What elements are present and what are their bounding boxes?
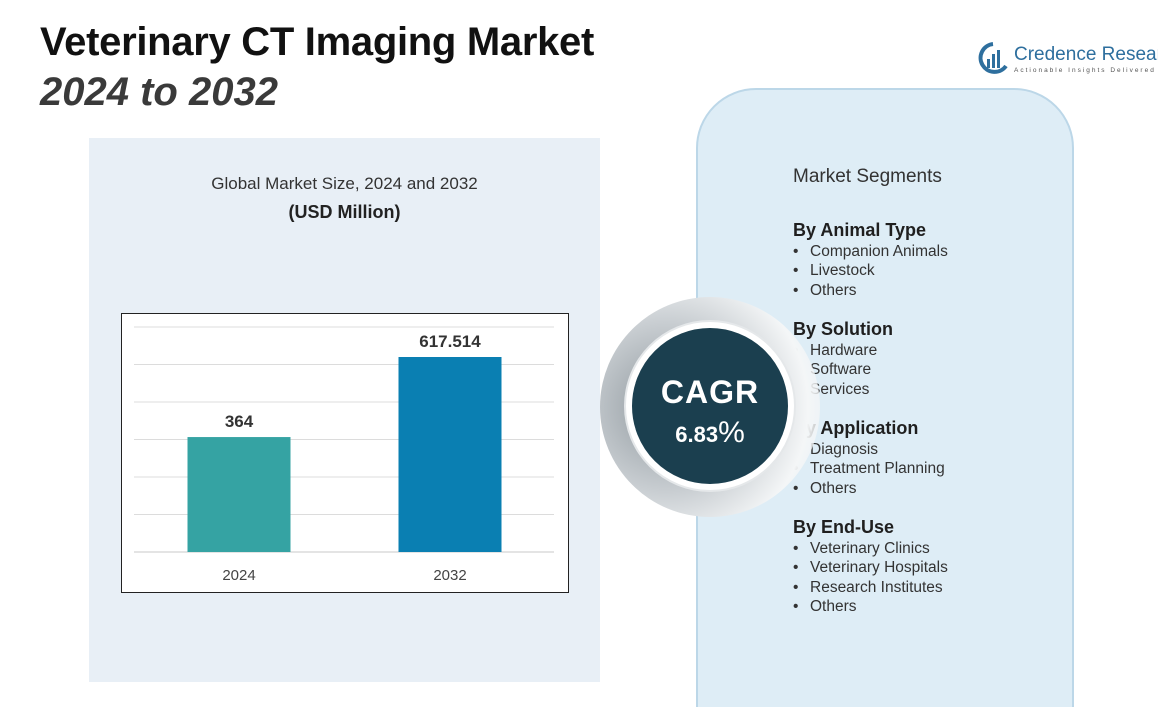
- segment-item: • Veterinary Hospitals: [793, 559, 948, 577]
- bar-chart: 364 2024 617.514 2032: [121, 313, 569, 593]
- cagr-value: 6.83%: [632, 416, 788, 450]
- cagr-value-suffix: %: [718, 416, 745, 449]
- page-title: Veterinary CT Imaging Market: [40, 20, 595, 64]
- logo-tagline: Actionable Insights Delivered: [1014, 67, 1156, 74]
- bar-2024: [187, 437, 291, 552]
- segment-item: •Treatment Planning: [793, 460, 945, 478]
- cagr-badge: CAGR 6.83%: [626, 322, 794, 490]
- cagr-value-number: 6.83: [675, 422, 719, 447]
- logo-icon: [978, 42, 1008, 74]
- logo-name: Credence Research: [1014, 44, 1158, 65]
- bar-2032: [398, 357, 502, 552]
- segment-item: • Companion Animals: [793, 243, 948, 260]
- cagr-label: CAGR: [660, 374, 760, 410]
- segment-group-title: By Animal Type: [793, 220, 927, 240]
- segment-group-title: By End-Use: [793, 517, 895, 537]
- brand-logo: Credence Research Actionable Insights De…: [978, 42, 1158, 82]
- page-subtitle: 2024 to 2032: [40, 70, 278, 114]
- segment-item: • Others: [793, 281, 857, 299]
- segments-heading: Market Segments: [793, 166, 942, 187]
- bar-chart-svg: 364 2024 617.514 2032: [134, 326, 554, 584]
- segment-item: • Research Institutes: [793, 578, 943, 596]
- x-tick-label-2032: 2032: [433, 567, 466, 584]
- segment-group-application: By Application •Diagnosis •Treatment Pla…: [793, 418, 945, 498]
- segment-group-title: By Application: [793, 418, 919, 438]
- chart-panel: Global Market Size, 2024 and 2032 (USD M…: [89, 138, 600, 682]
- segment-item: • Others: [793, 479, 857, 497]
- data-label-2024: 364: [225, 412, 254, 431]
- segment-group-animal-type: By Animal Type • Companion Animals • Lives…: [793, 220, 948, 300]
- data-label-2032: 617.514: [419, 332, 481, 351]
- chart-title: Global Market Size, 2024 and 2032: [211, 174, 478, 193]
- segments-panel: Market Segments By Animal Type • Companio…: [696, 88, 1074, 707]
- segment-group-title: By Solution: [793, 319, 893, 339]
- segment-item: •Diagnosis: [793, 441, 879, 458]
- x-tick-label-2024: 2024: [222, 567, 255, 584]
- segment-group-end-use: By End-Use • Veterinary Clinics • Veterina…: [793, 517, 948, 616]
- segment-item: • Others: [793, 597, 857, 615]
- segment-item: • Livestock: [793, 262, 875, 280]
- segment-item: • Veterinary Clinics: [793, 540, 930, 557]
- chart-unit-label: (USD Million): [288, 202, 401, 222]
